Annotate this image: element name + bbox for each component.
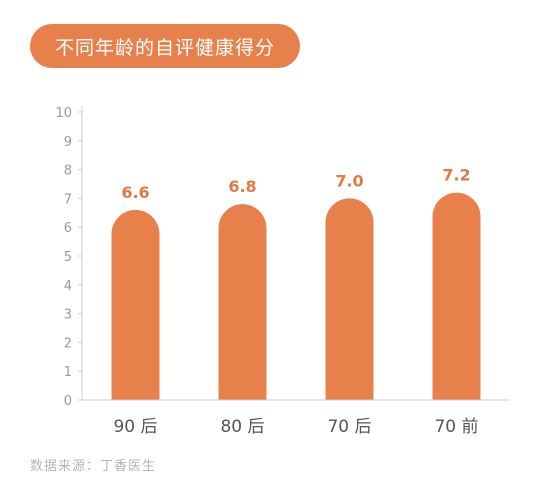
x-tick-label: 90 后 (113, 417, 157, 437)
bar (432, 192, 481, 400)
y-tick-label: 5 (64, 250, 72, 265)
y-tick-label: 3 (64, 308, 72, 323)
bars: 6.6 6.8 7.0 7.2 (111, 166, 481, 400)
y-tick-label: 4 (64, 279, 72, 294)
bar (111, 209, 160, 400)
y-tick-label: 1 (64, 365, 72, 380)
data-label: 6.6 (121, 183, 149, 202)
x-tick-label: 80 后 (220, 417, 264, 437)
y-tick-label: 10 (55, 106, 72, 121)
data-label: 6.8 (228, 177, 256, 196)
y-tick-label: 6 (64, 221, 72, 236)
y-tick-label: 7 (64, 192, 72, 207)
data-label: 7.2 (442, 166, 470, 185)
x-tick-label: 70 后 (327, 417, 371, 437)
x-tick-label: 70 前 (434, 417, 478, 437)
y-tick-label: 2 (64, 336, 72, 351)
data-label: 7.0 (335, 171, 363, 190)
y-axis: 0 1 2 3 4 5 6 7 8 9 10 (55, 106, 83, 409)
data-source: 数据来源：丁香医生 (30, 459, 157, 474)
chart-title: 不同年龄的自评健康得分 (30, 24, 300, 68)
bar (218, 204, 267, 400)
y-tick-label: 0 (64, 394, 72, 409)
y-tick-label: 8 (64, 164, 72, 179)
bar (325, 198, 374, 400)
x-axis: 90 后 80 后 70 后 70 前 (82, 399, 510, 437)
y-tick-label: 9 (64, 135, 72, 150)
